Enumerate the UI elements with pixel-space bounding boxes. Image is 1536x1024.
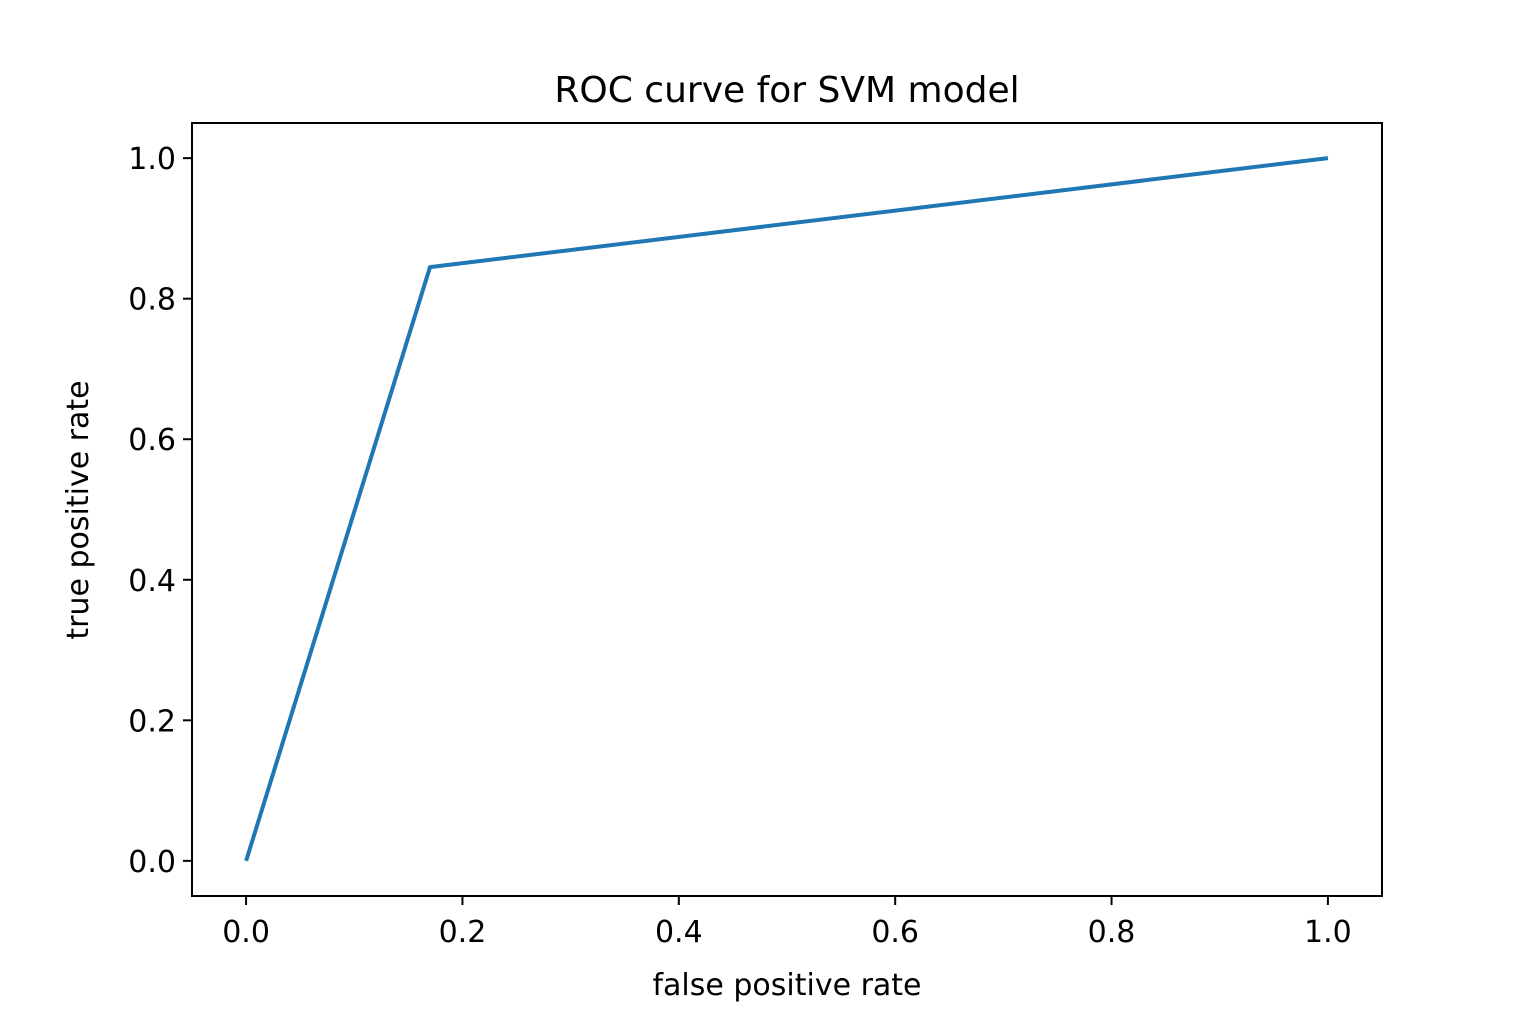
x-axis-label: false positive rate (652, 968, 921, 1003)
x-tick-label: 0.6 (871, 915, 919, 950)
plot-area (191, 122, 1383, 897)
y-tick-label: 1.0 (128, 142, 176, 177)
y-tick-label: 0.2 (128, 704, 176, 739)
y-tick-label: 0.8 (128, 283, 176, 318)
axes-frame (191, 122, 1383, 897)
x-tick-label: 0.0 (222, 915, 270, 950)
chart-title: ROC curve for SVM model (554, 70, 1019, 111)
y-tick-label: 0.0 (128, 845, 176, 880)
roc-curve-line (244, 156, 1329, 862)
x-axis-ticks: 0.0 0.2 0.4 0.6 0.8 1.0 (222, 896, 1352, 950)
series-layer (244, 156, 1329, 862)
x-tick-label: 1.0 (1304, 915, 1352, 950)
x-tick-label: 0.4 (655, 915, 703, 950)
y-axis-ticks: 0.0 0.2 0.4 0.6 0.8 1.0 (128, 142, 192, 880)
y-axis-label: true positive rate (61, 380, 96, 639)
x-tick-label: 0.8 (1088, 915, 1136, 950)
y-tick-label: 0.6 (128, 423, 176, 458)
y-tick-label: 0.4 (128, 564, 176, 599)
x-tick-label: 0.2 (439, 915, 487, 950)
